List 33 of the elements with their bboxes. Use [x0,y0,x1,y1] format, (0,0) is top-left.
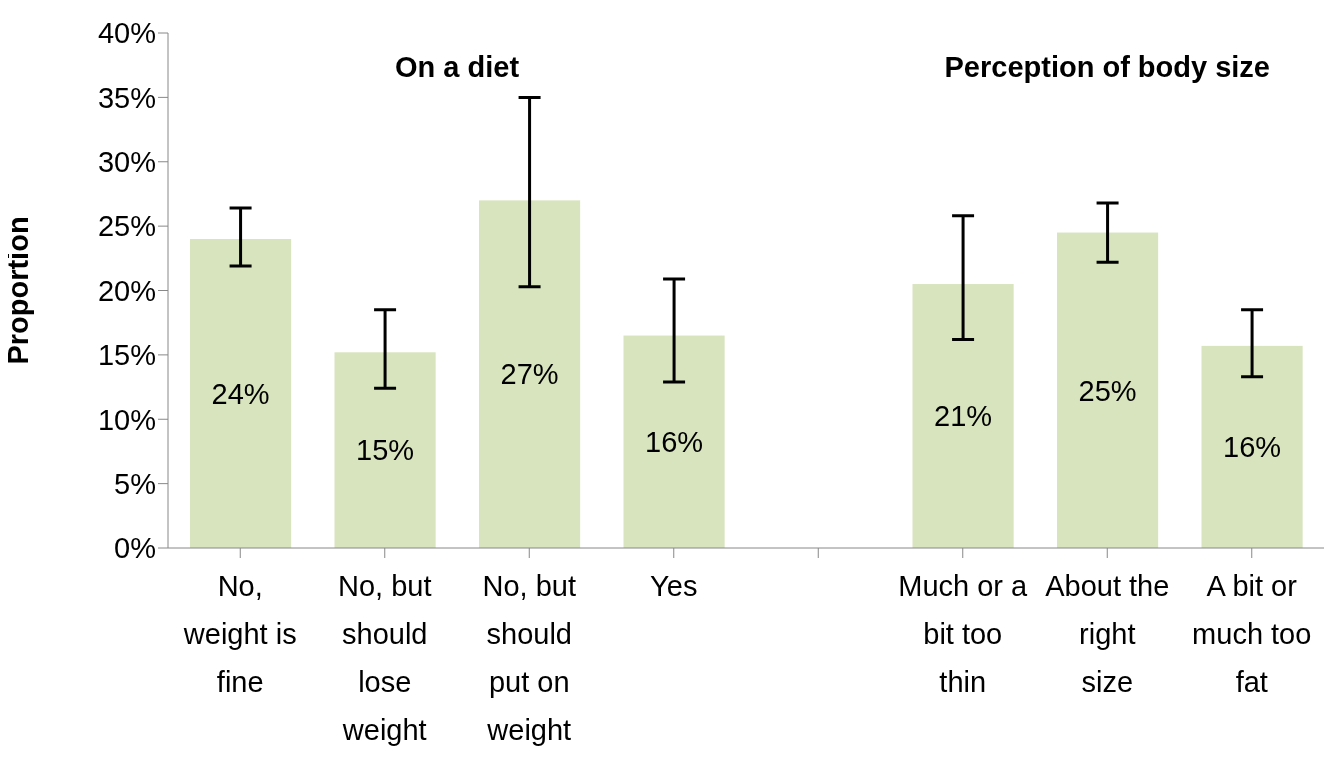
data-label: 25% [1078,374,1137,407]
y-tick-label: 25% [97,210,156,243]
x-tick-label: About the right size [1045,570,1170,698]
data-label: 24% [211,377,270,410]
bar [190,239,292,548]
y-tick-label: 40% [97,17,156,50]
x-tick-label: No, but should lose weight [338,570,432,746]
y-tick-label: 15% [97,339,156,372]
bar [479,200,581,548]
y-tick-label: 30% [97,146,156,179]
bar [1057,232,1159,548]
bar [623,335,725,548]
y-tick-label: 0% [114,532,156,565]
x-tick-label: No, but should put on weight [482,570,576,746]
data-label: 16% [645,426,704,459]
y-tick-label: 35% [97,81,156,114]
annotation: Perception of body size [944,51,1270,84]
x-tick-label: A bit or much too fat [1192,570,1312,698]
y-tick-label: 20% [97,274,156,307]
y-axis-title: Proportion [2,216,35,365]
annotation: On a diet [394,51,520,84]
bar [912,284,1014,548]
data-label: 27% [500,358,559,391]
x-tick-label: No, weight is fine [182,570,297,698]
bar [334,352,436,548]
data-label: 16% [1223,431,1282,464]
x-tick-label: Yes [650,570,698,602]
y-tick-label: 5% [114,467,156,500]
x-tick-label: Much or a bit too thin [898,570,1029,698]
data-label: 21% [934,400,993,433]
y-tick-label: 10% [97,403,156,436]
data-label: 15% [356,434,415,467]
bar [1201,345,1303,548]
